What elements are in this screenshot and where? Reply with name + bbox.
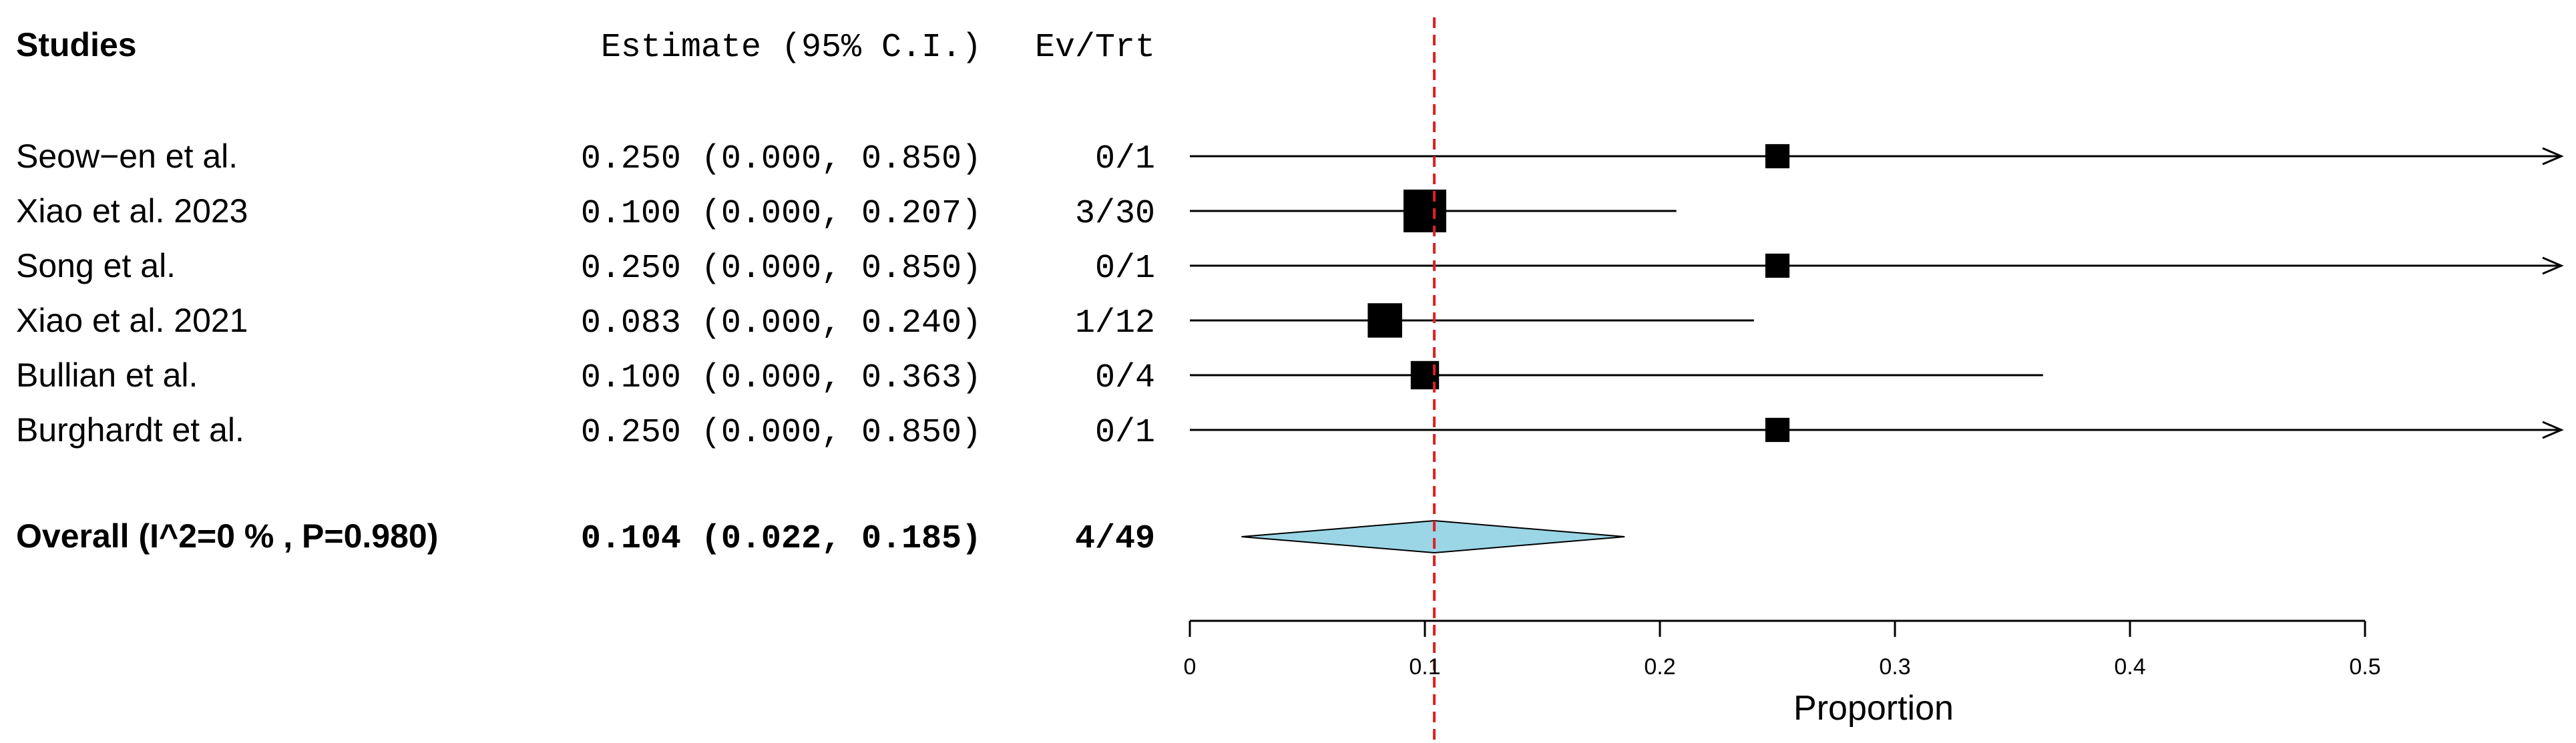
x-axis: 0 0.1 0.2 0.3 0.4 0.5 xyxy=(1184,620,2381,680)
x-tick-label: 0 xyxy=(1184,654,1197,680)
study-estimate-square xyxy=(1404,190,1446,232)
study-events: 1/12 xyxy=(1075,304,1155,342)
overall-diamond xyxy=(1241,519,1625,554)
overall-ci: 0.104 (0.022, 0.185) xyxy=(581,520,982,558)
x-tick-label: 0.4 xyxy=(2114,654,2145,680)
study-name: Song et al. xyxy=(16,247,176,284)
header-estimate: Estimate (95% C.I.) xyxy=(601,29,982,67)
study-ci: 0.250 (0.000, 0.850) xyxy=(581,414,982,452)
study-name: Seow−en et al. xyxy=(16,138,238,175)
header-events: Ev/Trt xyxy=(1035,29,1155,67)
x-tick-label: 0.1 xyxy=(1409,654,1440,680)
study-estimate-square xyxy=(1367,303,1402,338)
study-ci: 0.100 (0.000, 0.207) xyxy=(581,195,982,233)
study-estimate-square xyxy=(1765,417,1790,443)
overall-events: 4/49 xyxy=(1075,520,1155,558)
study-name: Bullian et al. xyxy=(16,356,198,394)
study-ci-arrow xyxy=(2542,421,2564,439)
x-tick-label: 0.5 xyxy=(2349,654,2380,680)
study-events: 0/1 xyxy=(1095,414,1155,452)
x-tick-label: 0.3 xyxy=(1879,654,1910,680)
study-marks xyxy=(1190,144,2564,443)
study-ci: 0.083 (0.000, 0.240) xyxy=(581,304,982,342)
study-ci: 0.100 (0.000, 0.363) xyxy=(581,359,982,397)
study-name: Xiao et al. 2023 xyxy=(16,192,248,230)
study-labels: Seow−en et al. 0.250 (0.000, 0.850) 0/1 Xi… xyxy=(16,138,1155,452)
study-ci-arrow xyxy=(2542,256,2564,275)
x-axis-label: Proportion xyxy=(1793,689,1954,728)
x-tick-label: 0.2 xyxy=(1644,654,1675,680)
study-name: Xiao et al. 2021 xyxy=(16,302,248,339)
study-events: 0/1 xyxy=(1095,140,1155,178)
study-events: 0/4 xyxy=(1095,359,1155,397)
overall-label: Overall (I^2=0 % , P=0.980) xyxy=(16,517,438,555)
header-studies: Studies xyxy=(16,26,137,63)
study-name: Burghardt et al. xyxy=(16,411,244,449)
study-estimate-square xyxy=(1765,253,1790,278)
study-ci: 0.250 (0.000, 0.850) xyxy=(581,140,982,178)
study-events: 3/30 xyxy=(1075,195,1155,233)
study-estimate-square xyxy=(1765,144,1790,169)
study-events: 0/1 xyxy=(1095,250,1155,288)
study-ci: 0.250 (0.000, 0.850) xyxy=(581,250,982,288)
study-ci-arrow xyxy=(2542,147,2564,166)
